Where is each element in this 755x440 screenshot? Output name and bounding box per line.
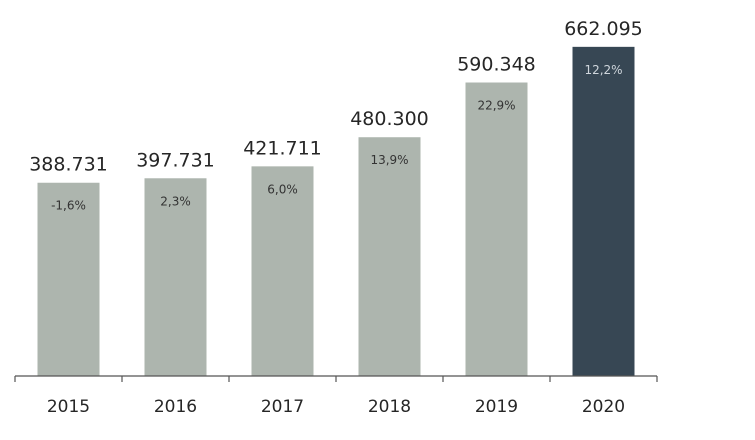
value-label-2016: 397.731 xyxy=(136,149,215,171)
x-tick-labels: 2015 2016 2017 2018 2019 2020 xyxy=(47,397,625,417)
bar-2017 xyxy=(251,166,314,376)
bar-2016 xyxy=(144,178,207,376)
x-axis xyxy=(14,375,658,382)
growth-label-2015: -1,6% xyxy=(51,199,86,213)
growth-label-2017: 6,0% xyxy=(267,182,298,196)
bar-2015 xyxy=(37,182,100,376)
x-tick-label-2017: 2017 xyxy=(261,397,304,417)
growth-label-2019: 22,9% xyxy=(477,99,515,113)
value-label-2020: 662.095 xyxy=(564,18,643,40)
value-label-2017: 421.711 xyxy=(243,137,322,159)
value-label-2015: 388.731 xyxy=(29,154,108,176)
bar-2018 xyxy=(358,137,421,376)
x-tick-label-2018: 2018 xyxy=(368,397,411,417)
x-tick-label-2020: 2020 xyxy=(582,397,625,417)
bar-2020 xyxy=(572,46,635,376)
growth-label-2016: 2,3% xyxy=(160,194,191,208)
value-label-2018: 480.300 xyxy=(350,108,429,130)
value-label-2019: 590.348 xyxy=(457,54,536,76)
bar-2019 xyxy=(465,82,528,377)
bars xyxy=(37,46,635,377)
growth-label-2020: 12,2% xyxy=(584,63,622,77)
growth-label-2018: 13,9% xyxy=(370,153,408,167)
x-tick-label-2016: 2016 xyxy=(154,397,197,417)
x-tick-label-2019: 2019 xyxy=(475,397,518,417)
x-tick-label-2015: 2015 xyxy=(47,397,90,417)
growth-labels: -1,6% 2,3% 6,0% 13,9% 22,9% 12,2% xyxy=(51,63,622,213)
value-labels: 388.731 397.731 421.711 480.300 590.348 662.0… xyxy=(29,18,643,176)
